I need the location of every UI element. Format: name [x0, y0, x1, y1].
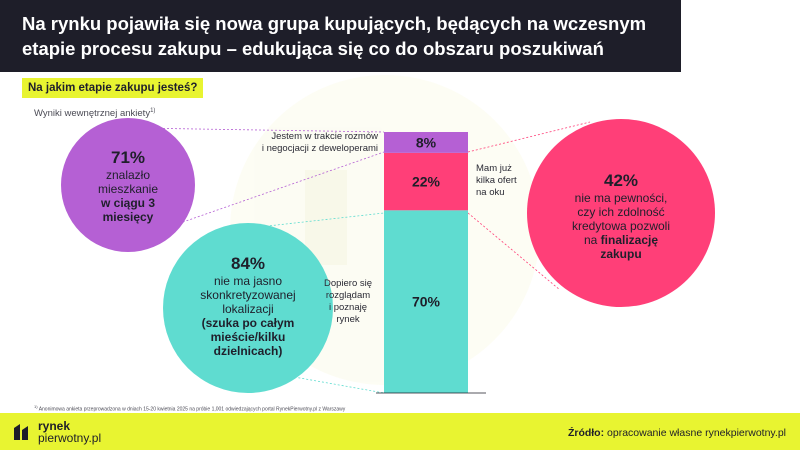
bar-label-middle-line: na oku [476, 187, 505, 198]
bar-value-label: 22% [412, 174, 441, 190]
circle-pink-mixed-line: na finalizację [556, 233, 686, 247]
connector-purple-bottom [159, 151, 385, 231]
bar-label-top: Jestem w trakcie rozmów i negocjacji z d… [246, 131, 378, 155]
footer-bar [0, 413, 800, 450]
logo-line-2: pierwotny.pl [38, 431, 102, 445]
circle-shapes [61, 118, 715, 393]
source-text: opracowanie własne rynekpierwotny.pl [607, 427, 786, 439]
bar-value-label: 70% [412, 294, 441, 310]
circle-purple-bold-line: w ciągu 3 [100, 196, 156, 210]
source-label: Źródło: [567, 427, 605, 439]
bar-label-middle-line: kilka ofert [476, 175, 517, 186]
connector-purple-top [134, 127, 385, 133]
circle-pink-line: czy ich zdolność [577, 205, 665, 219]
circle-teal-bold-line: dzielnicach) [213, 344, 283, 358]
circle-pink-percent: 42% [603, 171, 639, 190]
bar-label-bottom-line: Dopiero się [323, 278, 373, 289]
circle-purple-line: znalazło [105, 168, 151, 182]
footnote-text: Anonimowa ankieta przeprowadzona w dniac… [38, 406, 346, 413]
stacked-bar: 70% 22% 8% [384, 132, 468, 393]
bar-segment [384, 132, 468, 153]
logo-text: rynek pierwotny.pl [38, 420, 101, 444]
footnote-sup: 1) [34, 404, 38, 409]
circle-purple [61, 118, 195, 252]
title-bar: Na rynku pojawiła się nowa grupa kupując… [0, 0, 681, 72]
circle-teal-text: 84% nie ma jasno skonkretyzowanej lokali… [172, 254, 324, 358]
circle-pink-mixed-normal: na [583, 233, 601, 247]
logo-mark-icon [14, 424, 28, 440]
circle-purple-percent: 71% [110, 148, 146, 167]
survey-note-text: Wyniki wewnętrznej ankiety [34, 108, 151, 120]
survey-note-sup: 1) [150, 108, 156, 114]
bar-label-middle-line: Mam już [476, 163, 512, 174]
connector-teal-top [249, 212, 385, 229]
circle-pink-bold-line: zakupu [600, 247, 642, 261]
circle-pink-mixed-bold: finalizację [600, 233, 659, 247]
circle-pink-line: kredytowa pozwoli [571, 219, 671, 233]
watermark-shape [305, 170, 347, 265]
source-note: Źródło: opracowanie własne rynekpierwotn… [568, 427, 786, 439]
circle-teal-line: skonkretyzowanej [200, 288, 296, 302]
page-title: Na rynku pojawiła się nowa grupa kupując… [22, 13, 647, 59]
bar-label-bottom: Dopiero się rozglądam i poznaję rynek [318, 278, 378, 326]
circle-purple-bold-line: miesięcy [102, 210, 154, 224]
circle-teal-bold-line: (szuka po całym [201, 316, 295, 330]
bar-label-top-line: Jestem w trakcie rozmów [271, 131, 378, 142]
circle-purple-line: mieszkanie [97, 182, 159, 196]
circle-teal-percent: 84% [230, 254, 266, 273]
bar-label-top-line: i negocjacji z deweloperami [261, 143, 378, 154]
logo-line-1: rynek [38, 419, 71, 433]
footnote: 1) Anonimowa ankieta przeprowadzona w dn… [34, 404, 345, 413]
circle-purple-text: 71% znalazło mieszkanie w ciągu 3 miesię… [72, 148, 184, 224]
circle-teal [163, 223, 333, 393]
bar-label-bottom-line: i poznaję [328, 302, 368, 313]
connector-pink-top [467, 121, 591, 153]
circle-teal-line: nie ma jasno [213, 274, 283, 288]
bar-segment [384, 210, 468, 393]
bar-segment [384, 152, 468, 211]
question-label: Na jakim etapie zakupu jesteś? [22, 78, 204, 98]
logo: rynek pierwotny.pl [12, 417, 122, 447]
circle-pink [527, 119, 715, 307]
bar-label-bottom-line: rozglądam [325, 290, 371, 301]
circle-pink-text: 42% nie ma pewności, czy ich zdolność kr… [556, 171, 686, 261]
bar-value-label: 8% [416, 134, 437, 150]
circle-teal-line: lokalizacji [222, 302, 274, 316]
chart-canvas: 70% 22% 8% [61, 75, 715, 394]
circle-teal-bold-line: mieście/kilku [210, 330, 286, 344]
bar-label-bottom-line: rynek [336, 314, 360, 325]
survey-note: Wyniki wewnętrznej ankiety1) [34, 108, 155, 119]
circle-pink-line: nie ma pewności, [574, 191, 668, 205]
bar-label-middle: Mam już kilka ofert na oku [476, 163, 517, 199]
